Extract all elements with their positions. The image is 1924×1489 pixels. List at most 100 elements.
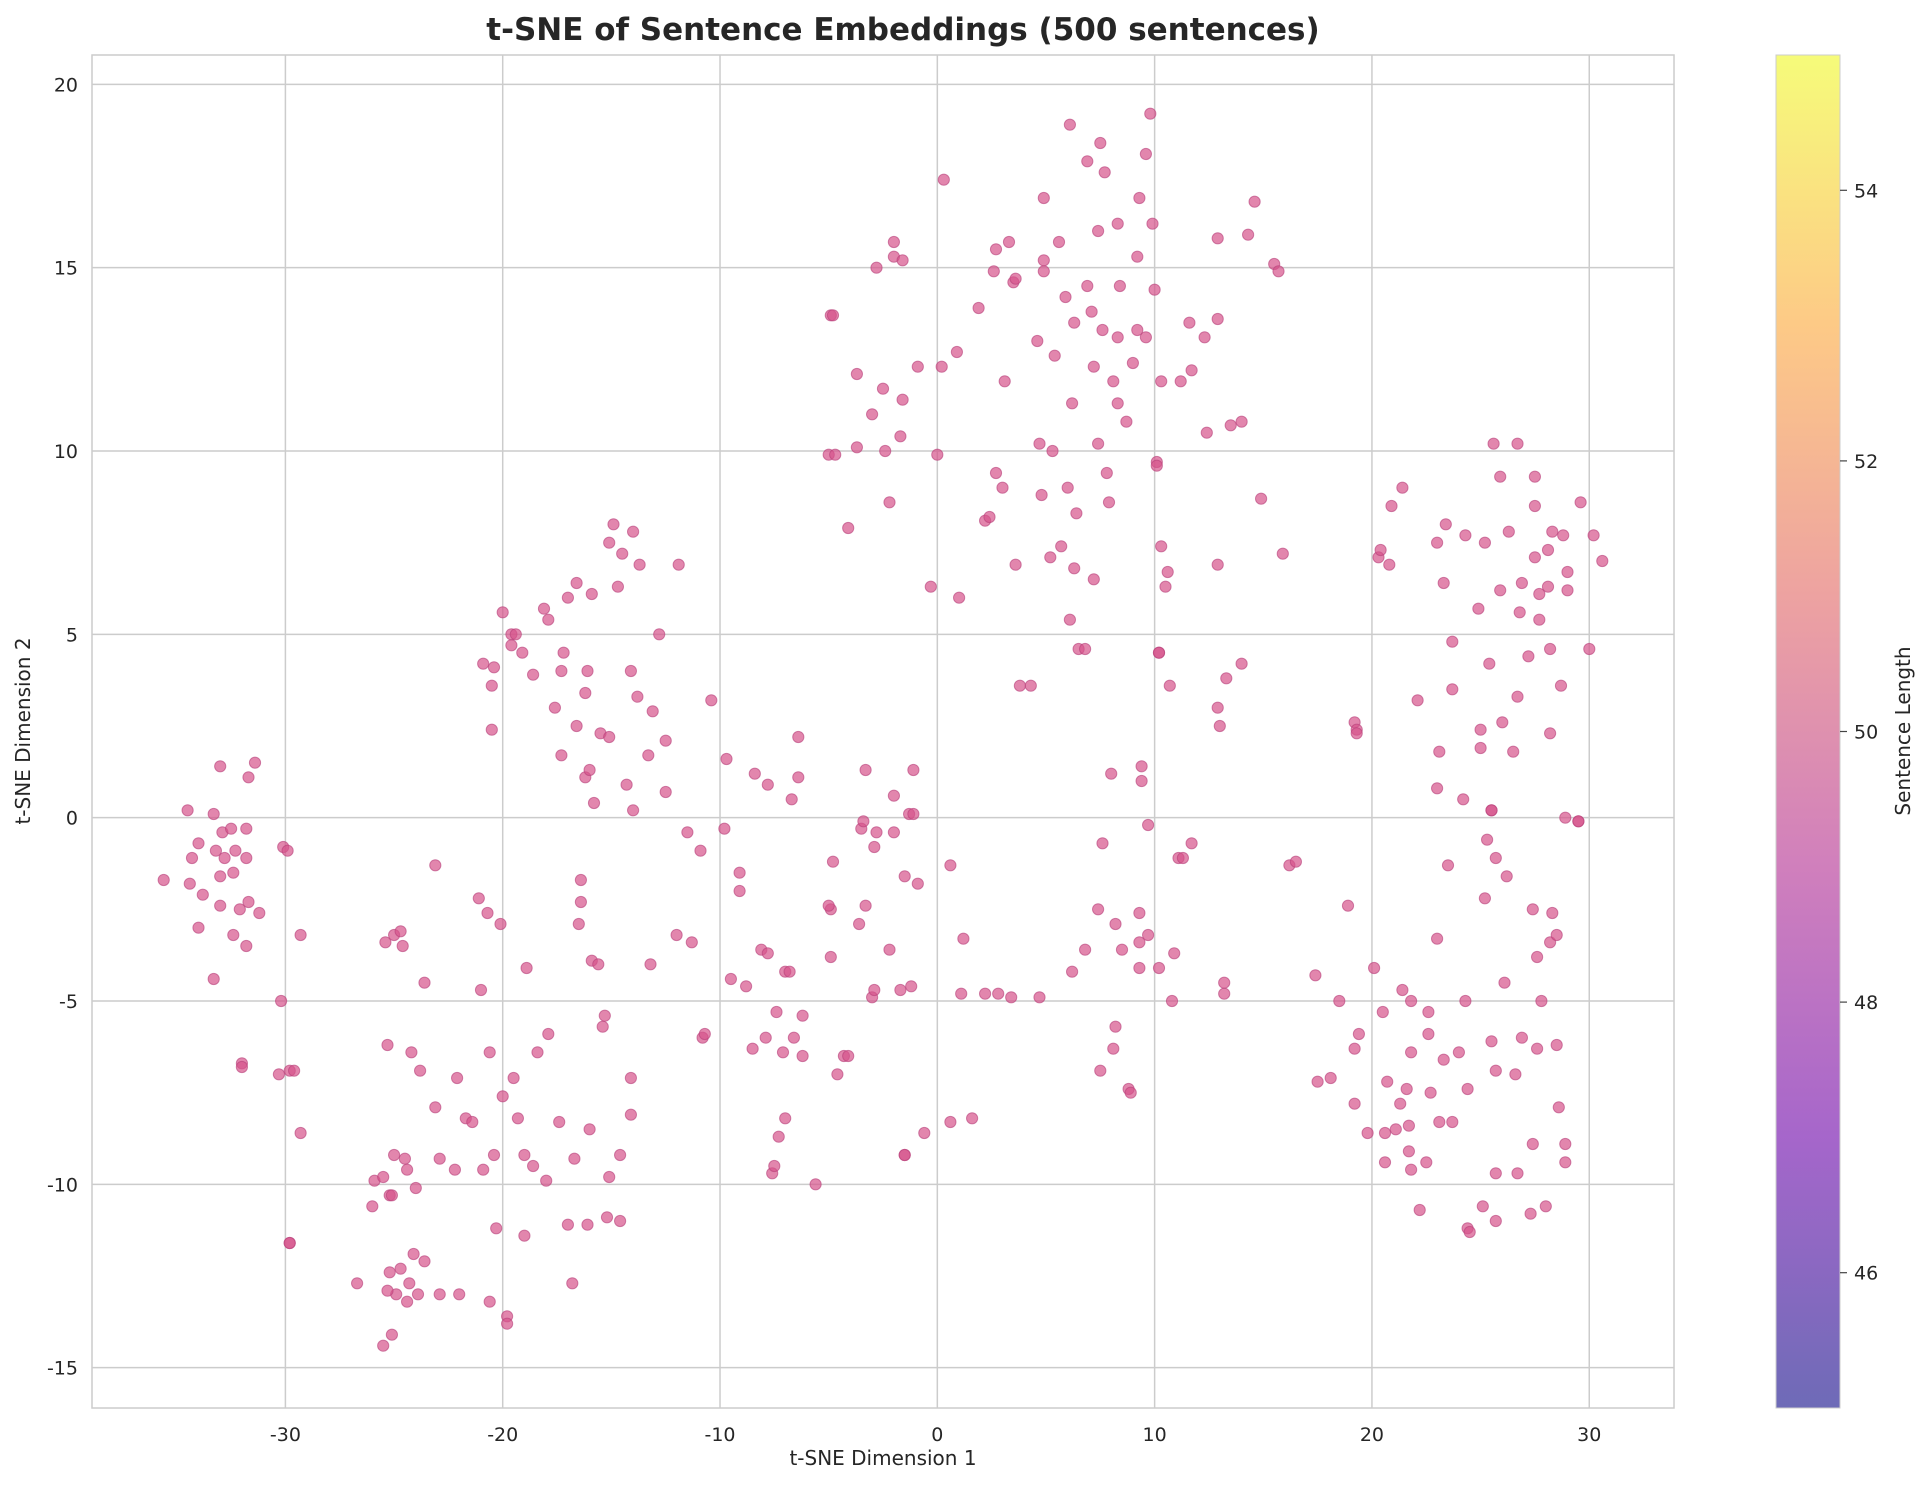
data-point bbox=[1113, 279, 1127, 293]
data-point bbox=[379, 936, 392, 949]
data-point bbox=[581, 664, 594, 678]
data-point bbox=[896, 393, 909, 406]
data-point bbox=[761, 778, 774, 791]
data-point bbox=[281, 844, 294, 857]
data-point bbox=[242, 895, 255, 909]
grid-lines bbox=[92, 55, 1674, 1408]
data-point bbox=[1133, 961, 1146, 975]
data-point bbox=[1459, 994, 1472, 1008]
colorbar-tick-labels: 46 48 50 52 54 bbox=[1840, 180, 1878, 1285]
data-point bbox=[627, 525, 640, 538]
data-point bbox=[624, 664, 638, 678]
data-point bbox=[1383, 558, 1396, 571]
data-point bbox=[1394, 1097, 1407, 1110]
data-point bbox=[1109, 917, 1122, 931]
data-point bbox=[1446, 1115, 1459, 1129]
data-point bbox=[579, 686, 592, 700]
data-point bbox=[474, 983, 488, 997]
data-point bbox=[850, 441, 864, 454]
data-point bbox=[225, 822, 238, 835]
data-point bbox=[1098, 166, 1111, 179]
data-point bbox=[377, 1339, 390, 1352]
data-point bbox=[396, 939, 409, 953]
data-point bbox=[1572, 815, 1585, 828]
data-point bbox=[1441, 859, 1455, 872]
data-point bbox=[694, 844, 707, 857]
y-axis-label: t-SNE Dimension 2 bbox=[11, 637, 35, 824]
data-point bbox=[381, 1284, 394, 1297]
data-point bbox=[1413, 1203, 1426, 1217]
data-point bbox=[1411, 694, 1424, 707]
data-point bbox=[403, 1277, 416, 1290]
data-point bbox=[1148, 283, 1161, 296]
data-point bbox=[826, 855, 840, 868]
data-point bbox=[574, 895, 588, 909]
data-point bbox=[405, 1046, 418, 1059]
data-point bbox=[1528, 551, 1542, 564]
data-point bbox=[429, 1101, 442, 1114]
data-point bbox=[1152, 646, 1166, 659]
data-point bbox=[879, 444, 892, 458]
data-point bbox=[1068, 562, 1081, 575]
colorbar-label: Sentence Length bbox=[1891, 646, 1915, 815]
data-point bbox=[829, 448, 842, 461]
data-point bbox=[1483, 657, 1496, 670]
data-point bbox=[972, 301, 985, 315]
data-point bbox=[1220, 672, 1233, 685]
data-point bbox=[1437, 1053, 1450, 1066]
data-point bbox=[385, 1328, 398, 1341]
data-point bbox=[568, 1152, 581, 1165]
data-point bbox=[883, 943, 896, 956]
data-point bbox=[1079, 943, 1092, 956]
data-point bbox=[433, 1288, 446, 1301]
data-point bbox=[418, 1255, 431, 1268]
data-point bbox=[531, 1046, 544, 1059]
data-point bbox=[505, 639, 518, 652]
data-point bbox=[887, 235, 901, 249]
data-point bbox=[570, 719, 583, 733]
data-point bbox=[633, 558, 646, 571]
data-point bbox=[1183, 316, 1196, 329]
data-point bbox=[1037, 254, 1050, 267]
data-point bbox=[1096, 837, 1109, 850]
data-point bbox=[1420, 1156, 1433, 1169]
data-point bbox=[644, 958, 657, 971]
data-point bbox=[944, 859, 957, 872]
data-point bbox=[483, 1295, 496, 1308]
data-point bbox=[761, 947, 774, 960]
data-point bbox=[1289, 855, 1303, 868]
data-point bbox=[1033, 437, 1046, 450]
data-point bbox=[351, 1277, 364, 1290]
data-point bbox=[600, 1211, 614, 1224]
data-point bbox=[235, 1060, 248, 1074]
data-point bbox=[542, 613, 555, 626]
data-point bbox=[1165, 994, 1179, 1008]
data-point bbox=[598, 1009, 611, 1022]
data-point bbox=[1513, 606, 1526, 619]
data-point bbox=[1348, 1097, 1361, 1110]
data-point bbox=[520, 961, 533, 975]
data-point bbox=[1507, 745, 1520, 758]
x-tick-label: -10 bbox=[704, 1424, 735, 1446]
data-point bbox=[822, 899, 835, 912]
data-point bbox=[1481, 833, 1494, 846]
data-point bbox=[1528, 470, 1542, 483]
data-point bbox=[516, 646, 529, 659]
data-point bbox=[1009, 558, 1022, 571]
data-point bbox=[785, 793, 798, 806]
data-point bbox=[1242, 228, 1255, 241]
data-point bbox=[294, 1126, 307, 1140]
data-point bbox=[866, 408, 879, 421]
data-point bbox=[574, 873, 588, 887]
data-point bbox=[831, 1068, 844, 1081]
data-point bbox=[1515, 1031, 1529, 1044]
data-point bbox=[1107, 1042, 1120, 1055]
data-point bbox=[603, 730, 616, 744]
data-point bbox=[853, 917, 866, 931]
data-point bbox=[1494, 584, 1507, 597]
data-point bbox=[859, 899, 872, 912]
data-point bbox=[614, 1148, 627, 1162]
data-point bbox=[607, 518, 620, 531]
data-point bbox=[555, 664, 568, 678]
data-point bbox=[1485, 1035, 1498, 1048]
